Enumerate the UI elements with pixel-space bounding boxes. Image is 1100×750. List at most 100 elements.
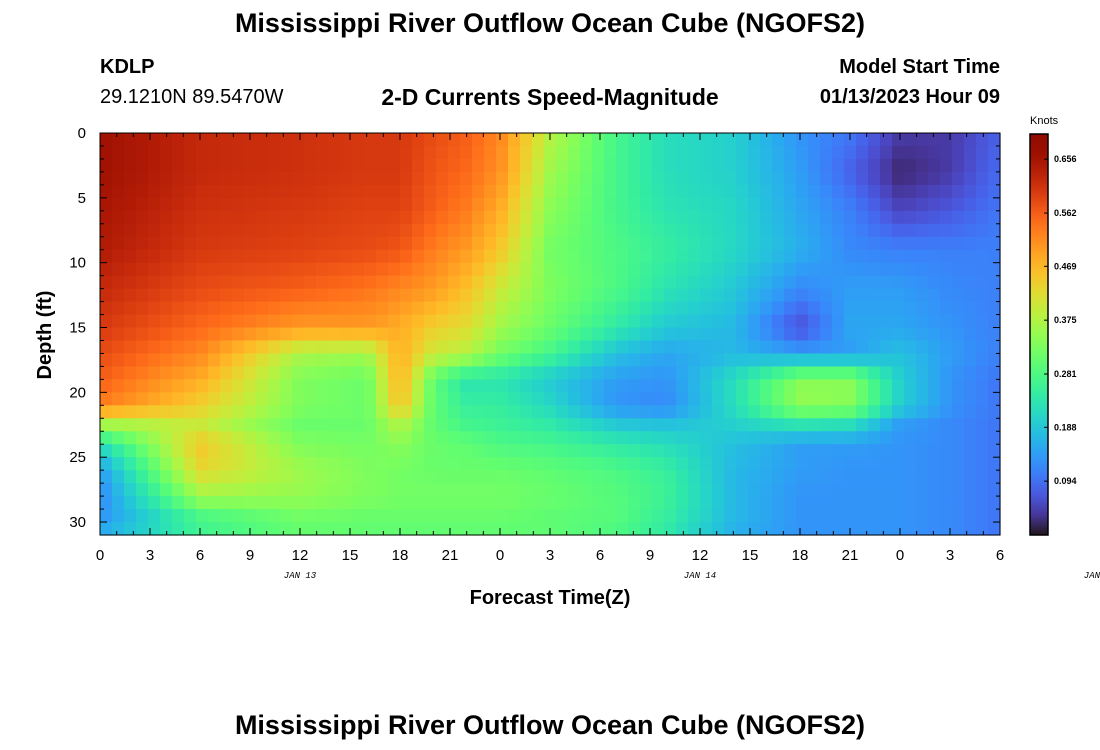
heatmap-cell bbox=[364, 379, 377, 393]
heatmap-cell bbox=[220, 353, 233, 368]
heatmap-cell bbox=[724, 197, 737, 212]
heatmap-cell bbox=[244, 470, 257, 484]
heatmap-cell bbox=[688, 431, 701, 445]
heatmap-cell bbox=[496, 236, 509, 251]
heatmap-cell bbox=[544, 379, 557, 393]
heatmap-cell bbox=[256, 444, 269, 458]
heatmap-cell bbox=[976, 288, 989, 303]
heatmap-cell bbox=[820, 236, 833, 251]
heatmap-cell bbox=[316, 509, 329, 523]
heatmap-cell bbox=[472, 210, 485, 225]
heatmap-cell bbox=[100, 379, 113, 393]
heatmap-cell bbox=[904, 314, 917, 329]
heatmap-cell bbox=[172, 184, 185, 199]
heatmap-cell bbox=[640, 301, 653, 316]
heatmap-cell bbox=[940, 197, 953, 212]
heatmap-cell bbox=[616, 392, 629, 406]
heatmap-cell bbox=[784, 457, 797, 471]
heatmap-cell bbox=[256, 496, 269, 510]
heatmap-cell bbox=[388, 444, 401, 458]
heatmap-cell bbox=[832, 353, 845, 368]
heatmap-cell bbox=[400, 301, 413, 316]
heatmap-cell bbox=[628, 197, 641, 212]
heatmap-cell bbox=[196, 470, 209, 484]
heatmap-cell bbox=[508, 509, 521, 523]
heatmap-cell bbox=[208, 353, 221, 368]
heatmap-cell bbox=[496, 470, 509, 484]
heatmap-cell bbox=[304, 184, 317, 199]
heatmap-cell bbox=[892, 223, 905, 238]
heatmap-cell bbox=[112, 275, 125, 290]
heatmap-cell bbox=[388, 288, 401, 303]
heatmap-cell bbox=[808, 509, 821, 523]
heatmap-cell bbox=[292, 249, 305, 264]
heatmap-cell bbox=[724, 522, 737, 536]
heatmap-cell bbox=[424, 158, 437, 173]
heatmap-cell bbox=[556, 223, 569, 238]
heatmap-cell bbox=[556, 379, 569, 393]
heatmap-cell bbox=[388, 158, 401, 173]
heatmap-cell bbox=[268, 379, 281, 393]
heatmap-cell bbox=[568, 249, 581, 264]
heatmap-cell bbox=[508, 275, 521, 290]
heatmap-cell bbox=[100, 288, 113, 303]
heatmap-cell bbox=[856, 379, 869, 393]
heatmap-cell bbox=[160, 392, 173, 406]
heatmap-cell bbox=[520, 288, 533, 303]
heatmap-cell bbox=[556, 340, 569, 355]
heatmap-cell bbox=[712, 249, 725, 264]
heatmap-cell bbox=[976, 444, 989, 458]
heatmap-cell bbox=[604, 210, 617, 225]
heatmap-cell bbox=[520, 327, 533, 342]
heatmap-cell bbox=[580, 210, 593, 225]
heatmap-cell bbox=[424, 171, 437, 186]
heatmap-cell bbox=[604, 184, 617, 199]
heatmap-cell bbox=[988, 327, 1001, 342]
heatmap-cell bbox=[880, 288, 893, 303]
heatmap-cell bbox=[616, 197, 629, 212]
heatmap-cell bbox=[436, 133, 449, 147]
heatmap-cell bbox=[424, 327, 437, 342]
heatmap-cell bbox=[760, 197, 773, 212]
heatmap-cell bbox=[568, 275, 581, 290]
heatmap-cell bbox=[892, 197, 905, 212]
heatmap-cell bbox=[448, 470, 461, 484]
heatmap-cell bbox=[808, 133, 821, 147]
heatmap-cell bbox=[928, 236, 941, 251]
heatmap-cell bbox=[364, 444, 377, 458]
heatmap-cell bbox=[388, 223, 401, 238]
heatmap-cell bbox=[292, 262, 305, 277]
heatmap-cell bbox=[700, 444, 713, 458]
heatmap-cell bbox=[952, 340, 965, 355]
heatmap-cell bbox=[208, 340, 221, 355]
heatmap-cell bbox=[916, 184, 929, 199]
heatmap-cell bbox=[724, 353, 737, 368]
heatmap-cell bbox=[424, 509, 437, 523]
heatmap-cell bbox=[208, 262, 221, 277]
heatmap-cell bbox=[172, 353, 185, 368]
heatmap-cell bbox=[892, 301, 905, 316]
heatmap-cell bbox=[484, 457, 497, 471]
heatmap-cell bbox=[592, 133, 605, 147]
heatmap-cell bbox=[856, 483, 869, 497]
heatmap-cell bbox=[208, 470, 221, 484]
heatmap-cell bbox=[544, 171, 557, 186]
heatmap-cell bbox=[712, 314, 725, 329]
heatmap-cell bbox=[916, 236, 929, 251]
heatmap-cell bbox=[988, 483, 1001, 497]
heatmap-cell bbox=[880, 171, 893, 186]
heatmap-cell bbox=[604, 522, 617, 536]
heatmap-cell bbox=[124, 379, 137, 393]
heatmap-cell bbox=[184, 327, 197, 342]
heatmap-cell bbox=[724, 379, 737, 393]
heatmap-cell bbox=[568, 522, 581, 536]
heatmap-cell bbox=[604, 327, 617, 342]
heatmap-cell bbox=[820, 197, 833, 212]
heatmap-cell bbox=[712, 392, 725, 406]
heatmap-cell bbox=[196, 496, 209, 510]
heatmap-cell bbox=[520, 431, 533, 445]
heatmap-cell bbox=[244, 288, 257, 303]
heatmap-cell bbox=[160, 158, 173, 173]
heatmap-cell bbox=[364, 496, 377, 510]
